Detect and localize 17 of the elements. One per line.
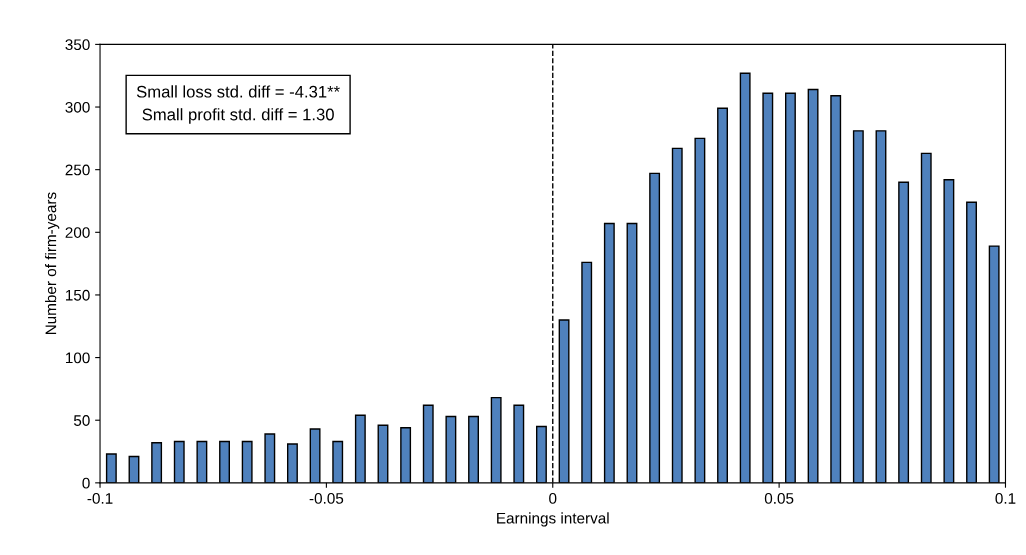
y-tick-label: 100 (65, 352, 90, 364)
y-tick-label: 200 (65, 227, 90, 238)
y-tick-label: 300 (65, 101, 90, 113)
y-tick-label: 50 (73, 415, 90, 426)
x-tick-label: 0.05 (764, 492, 794, 504)
y-tick-label: 150 (65, 289, 90, 301)
annotation: Small loss std. diff = -4.31** (136, 85, 340, 98)
x-axis-title: Earnings interval (497, 512, 609, 527)
y-axis-title: Number of firm-years (45, 192, 60, 335)
annotation: Small profit std. diff = 1.30 (142, 108, 334, 124)
x-tick-label: 0.1 (995, 492, 1016, 504)
y-tick-label: 350 (65, 39, 90, 51)
x-tick-label: -0.05 (309, 492, 344, 504)
x-tick-label: 0 (549, 492, 557, 504)
x-tick-label: -0.1 (87, 492, 113, 504)
y-tick-label: 0 (82, 477, 90, 489)
y-tick-label: 250 (65, 164, 90, 176)
